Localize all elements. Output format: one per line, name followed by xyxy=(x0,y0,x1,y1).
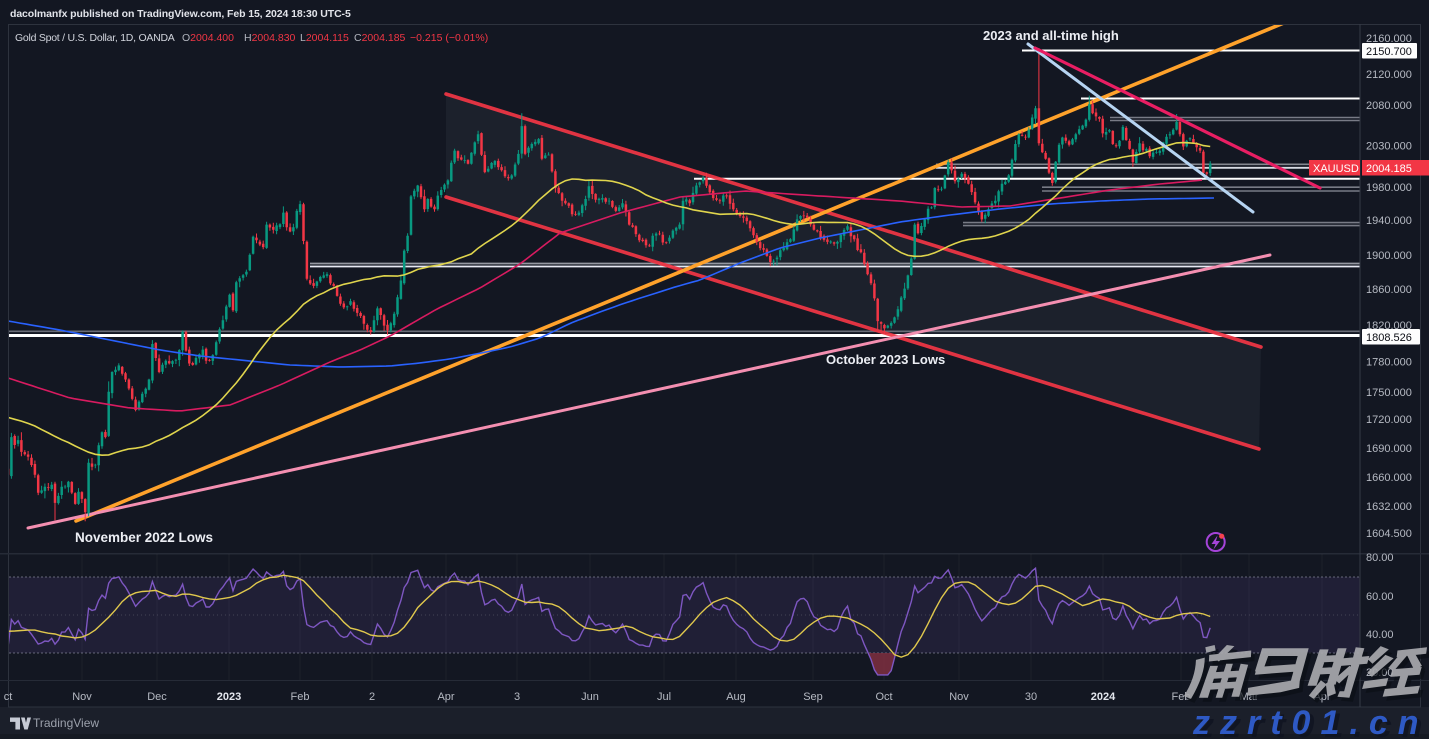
svg-text:1604.500: 1604.500 xyxy=(1366,528,1412,540)
svg-text:60.00: 60.00 xyxy=(1366,591,1394,603)
svg-text:1940.000: 1940.000 xyxy=(1366,215,1412,227)
svg-text:zzrt01.cn: zzrt01.cn xyxy=(1192,704,1429,739)
svg-text:1808.526: 1808.526 xyxy=(1366,332,1412,344)
svg-text:Nov: Nov xyxy=(72,691,92,703)
svg-text:Aug: Aug xyxy=(726,691,746,703)
svg-text:October 2023 Lows: October 2023 Lows xyxy=(826,352,945,367)
svg-text:Nov: Nov xyxy=(949,691,969,703)
svg-text:2024: 2024 xyxy=(1091,691,1116,703)
svg-text:2030.000: 2030.000 xyxy=(1366,141,1412,153)
svg-text:Apr: Apr xyxy=(437,691,454,703)
svg-text:Jun: Jun xyxy=(581,691,599,703)
svg-text:XAUUSD: XAUUSD xyxy=(1313,163,1359,175)
svg-text:Gold Spot / U.S. Dollar, 1D, O: Gold Spot / U.S. Dollar, 1D, OANDA O2004.… xyxy=(15,32,488,44)
svg-text:dacolmanfx published on Tradin: dacolmanfx published on TradingView.com,… xyxy=(10,8,351,20)
svg-text:Jul: Jul xyxy=(657,691,671,703)
svg-text:Feb: Feb xyxy=(291,691,310,703)
svg-text:80.00: 80.00 xyxy=(1366,552,1394,564)
svg-text:1720.000: 1720.000 xyxy=(1366,414,1412,426)
svg-text:2004.185: 2004.185 xyxy=(1366,163,1412,175)
svg-text:1860.000: 1860.000 xyxy=(1366,284,1412,296)
svg-text:3: 3 xyxy=(514,691,520,703)
svg-text:Oct: Oct xyxy=(875,691,892,703)
svg-text:1980.000: 1980.000 xyxy=(1366,182,1412,194)
svg-text:40.00: 40.00 xyxy=(1366,629,1394,641)
svg-text:1900.000: 1900.000 xyxy=(1366,250,1412,262)
svg-text:30: 30 xyxy=(1025,691,1037,703)
svg-text:2: 2 xyxy=(369,691,375,703)
svg-text:2150.700: 2150.700 xyxy=(1366,46,1412,58)
svg-text:1750.000: 1750.000 xyxy=(1366,387,1412,399)
svg-text:TradingView: TradingView xyxy=(33,716,99,730)
svg-text:2023 and all-time high: 2023 and all-time high xyxy=(983,28,1119,43)
svg-text:1632.000: 1632.000 xyxy=(1366,501,1412,513)
svg-text:Dec: Dec xyxy=(147,691,167,703)
svg-text:Sep: Sep xyxy=(803,691,823,703)
svg-text:November 2022 Lows: November 2022 Lows xyxy=(75,530,213,545)
svg-text:1660.000: 1660.000 xyxy=(1366,472,1412,484)
svg-text:2080.000: 2080.000 xyxy=(1366,100,1412,112)
svg-text:ct: ct xyxy=(4,691,13,703)
svg-text:2160.000: 2160.000 xyxy=(1366,33,1412,45)
svg-text:zzrt01.cn: zzrt01.cn xyxy=(1196,707,1429,739)
svg-text:2023: 2023 xyxy=(217,691,241,703)
svg-text:1690.000: 1690.000 xyxy=(1366,443,1412,455)
svg-text:1780.000: 1780.000 xyxy=(1366,357,1412,369)
svg-text:2120.000: 2120.000 xyxy=(1366,69,1412,81)
